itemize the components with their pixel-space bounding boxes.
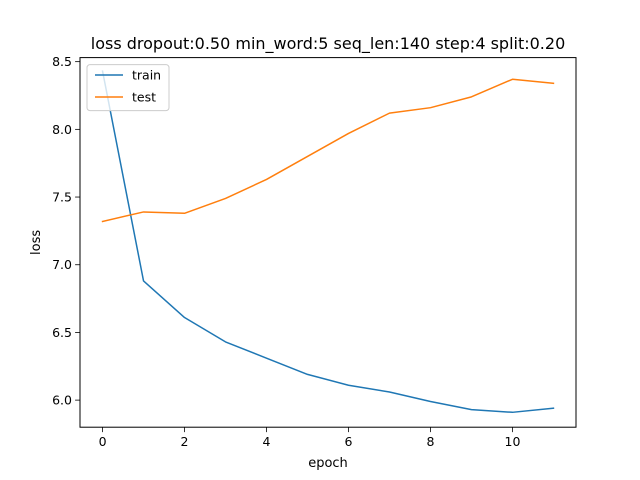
y-tick-label: 8.5 — [52, 54, 72, 69]
y-tick-label: 6.0 — [52, 393, 72, 408]
y-tick-label: 7.0 — [52, 257, 72, 272]
x-tick-label: 6 — [345, 434, 353, 449]
plot-frame — [79, 57, 577, 428]
x-axis-ticks: 0 2 4 6 8 10 — [99, 427, 521, 449]
y-tick-label: 8.0 — [52, 122, 72, 137]
y-tick-label: 6.5 — [52, 325, 72, 340]
legend: train test — [86, 64, 170, 112]
legend-label-train: train — [132, 68, 161, 83]
y-tick-label: 7.5 — [52, 190, 72, 205]
series-line-test — [101, 78, 555, 223]
plot-lines — [101, 70, 555, 414]
y-axis-ticks: 6.0 6.5 7.0 7.5 8.0 8.5 — [52, 54, 80, 408]
x-tick-label: 2 — [181, 434, 189, 449]
x-tick-label: 8 — [427, 434, 435, 449]
y-axis-label: loss — [29, 230, 44, 255]
series-line-train — [101, 70, 555, 414]
x-tick-label: 4 — [263, 434, 271, 449]
legend-label-test: test — [132, 90, 156, 105]
x-axis-label: epoch — [308, 456, 348, 471]
x-tick-label: 0 — [99, 434, 107, 449]
chart-title: loss dropout:0.50 min_word:5 seq_len:140… — [91, 34, 566, 54]
x-tick-label: 10 — [505, 434, 521, 449]
legend-box — [86, 64, 170, 112]
